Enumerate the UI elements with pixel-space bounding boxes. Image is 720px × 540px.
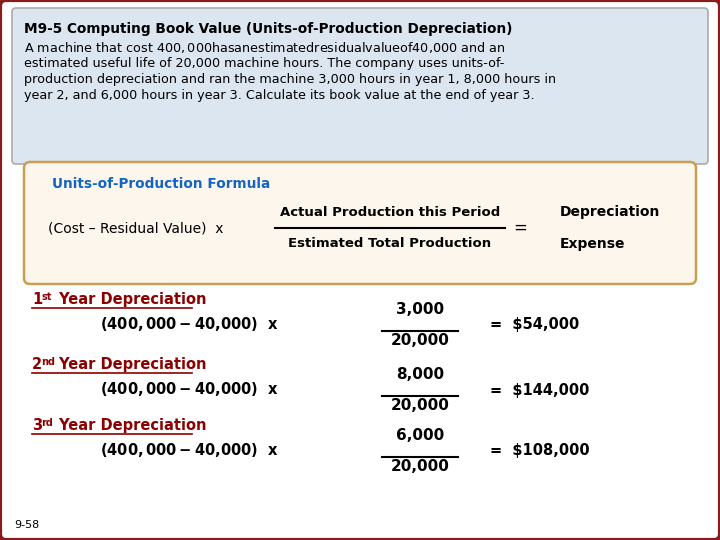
Text: estimated useful life of 20,000 machine hours. The company uses units-of-: estimated useful life of 20,000 machine … [24,57,505,70]
Text: =  $144,000: = $144,000 [490,382,590,397]
Text: 1: 1 [32,292,42,307]
Text: Depreciation: Depreciation [560,205,660,219]
Text: nd: nd [41,357,55,367]
Text: 20,000: 20,000 [390,398,449,413]
Text: year 2, and 6,000 hours in year 3. Calculate its book value at the end of year 3: year 2, and 6,000 hours in year 3. Calcu… [24,90,535,103]
Text: st: st [41,292,51,302]
Text: ($400,000 - $40,000)  x: ($400,000 - $40,000) x [100,315,279,333]
Text: rd: rd [41,418,53,428]
Text: 3: 3 [32,418,42,433]
Text: 6,000: 6,000 [396,428,444,443]
Text: A machine that cost $400,000 has an estimated residual value of $40,000 and an: A machine that cost $400,000 has an esti… [24,40,505,55]
Text: production depreciation and ran the machine 3,000 hours in year 1, 8,000 hours i: production depreciation and ran the mach… [24,73,556,86]
FancyBboxPatch shape [24,162,696,284]
Text: =  $54,000: = $54,000 [490,318,580,333]
Text: 3,000: 3,000 [396,302,444,317]
FancyBboxPatch shape [12,8,708,164]
Text: =: = [513,219,527,237]
Text: 2: 2 [32,357,42,372]
Text: M9-5 Computing Book Value (Units-of-Production Depreciation): M9-5 Computing Book Value (Units-of-Prod… [24,22,513,36]
Text: 8,000: 8,000 [396,367,444,382]
Text: Units-of-Production Formula: Units-of-Production Formula [52,177,270,191]
Text: Estimated Total Production: Estimated Total Production [289,237,492,250]
Text: 20,000: 20,000 [390,333,449,348]
Text: Year Depreciation: Year Depreciation [54,357,207,372]
Text: ($400,000 - $40,000)  x: ($400,000 - $40,000) x [100,441,279,459]
Text: 9-58: 9-58 [14,520,40,530]
Text: =  $108,000: = $108,000 [490,443,590,458]
Text: Year Depreciation: Year Depreciation [54,418,207,433]
Text: Expense: Expense [560,237,626,251]
Text: Year Depreciation: Year Depreciation [54,292,207,307]
Text: (Cost – Residual Value)  x: (Cost – Residual Value) x [48,221,223,235]
Text: Actual Production this Period: Actual Production this Period [280,206,500,219]
Text: ($400,000 - $40,000)  x: ($400,000 - $40,000) x [100,380,279,398]
Text: 20,000: 20,000 [390,459,449,474]
